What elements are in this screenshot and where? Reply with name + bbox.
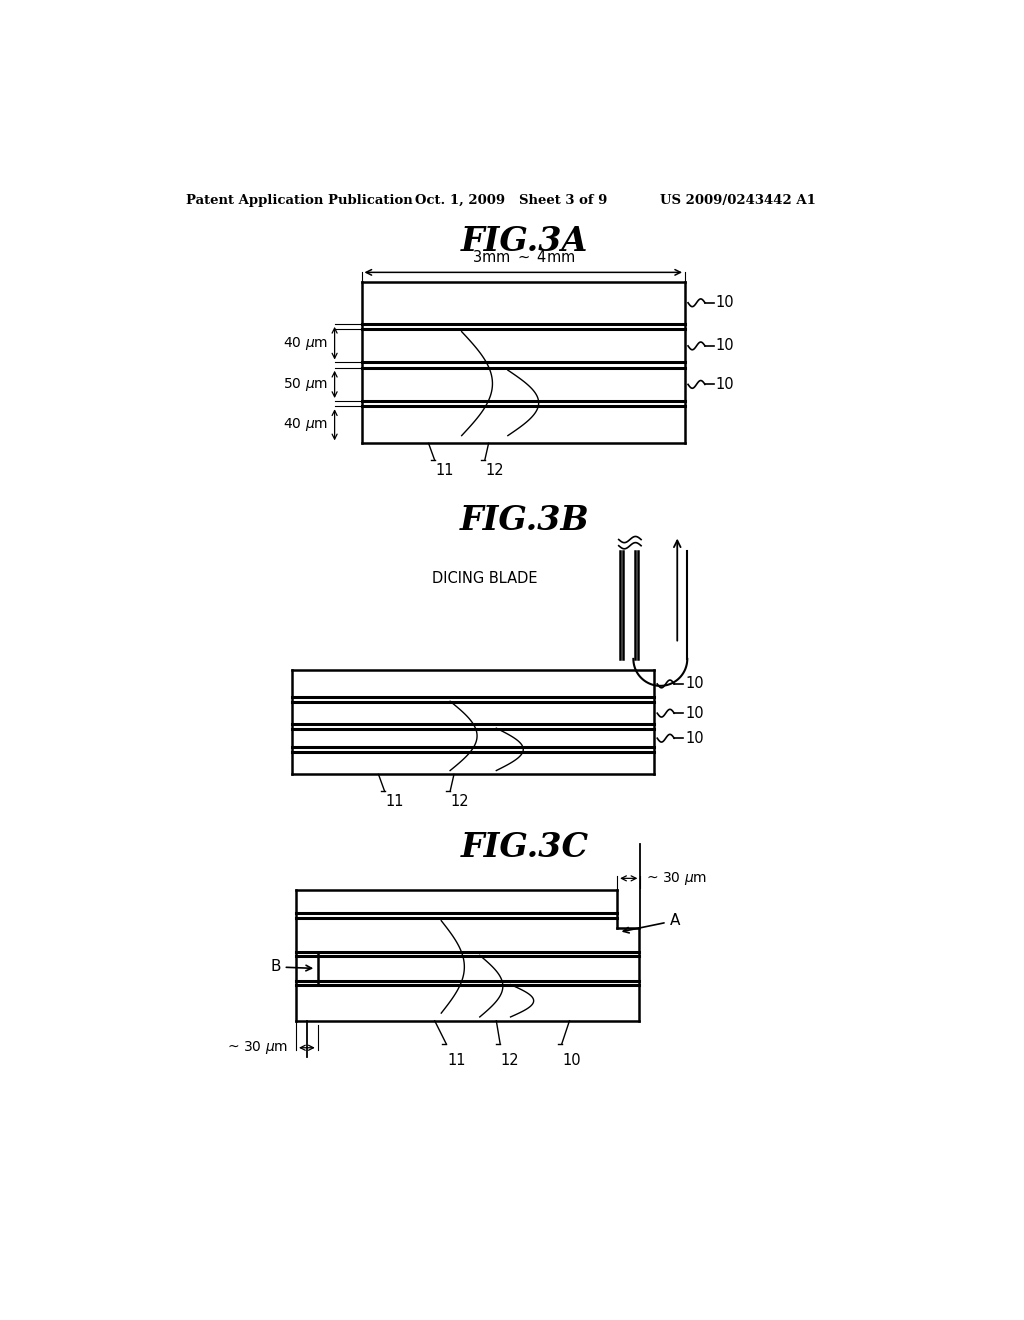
Text: US 2009/0243442 A1: US 2009/0243442 A1 [660, 194, 816, 207]
Text: 40 $\mu$m: 40 $\mu$m [284, 416, 329, 433]
Text: Patent Application Publication: Patent Application Publication [186, 194, 413, 207]
Text: FIG.3C: FIG.3C [461, 832, 589, 865]
Text: 3mm $\sim$ 4mm: 3mm $\sim$ 4mm [472, 248, 574, 264]
Text: ~ 30 $\mu$m: ~ 30 $\mu$m [646, 870, 708, 887]
Text: 11: 11 [385, 793, 403, 809]
Text: ~ 30 $\mu$m: ~ 30 $\mu$m [227, 1039, 289, 1056]
Text: 10: 10 [685, 676, 703, 692]
Text: 40 $\mu$m: 40 $\mu$m [284, 335, 329, 351]
Text: 11: 11 [435, 462, 454, 478]
Text: 10: 10 [716, 378, 734, 392]
Text: 12: 12 [485, 462, 504, 478]
Text: 10: 10 [562, 1053, 582, 1068]
Text: 12: 12 [451, 793, 470, 809]
Text: FIG.3B: FIG.3B [460, 504, 590, 537]
Text: 10: 10 [685, 706, 703, 721]
Text: 50 $\mu$m: 50 $\mu$m [284, 376, 329, 393]
Text: A: A [624, 913, 680, 933]
Text: 10: 10 [716, 296, 734, 310]
Text: 10: 10 [685, 731, 703, 746]
Text: 11: 11 [447, 1053, 466, 1068]
Text: 12: 12 [501, 1053, 519, 1068]
Text: B: B [270, 960, 311, 974]
Text: FIG.3A: FIG.3A [461, 226, 589, 259]
Text: DICING BLADE: DICING BLADE [432, 570, 538, 586]
Text: Oct. 1, 2009   Sheet 3 of 9: Oct. 1, 2009 Sheet 3 of 9 [416, 194, 608, 207]
Text: 10: 10 [716, 338, 734, 354]
